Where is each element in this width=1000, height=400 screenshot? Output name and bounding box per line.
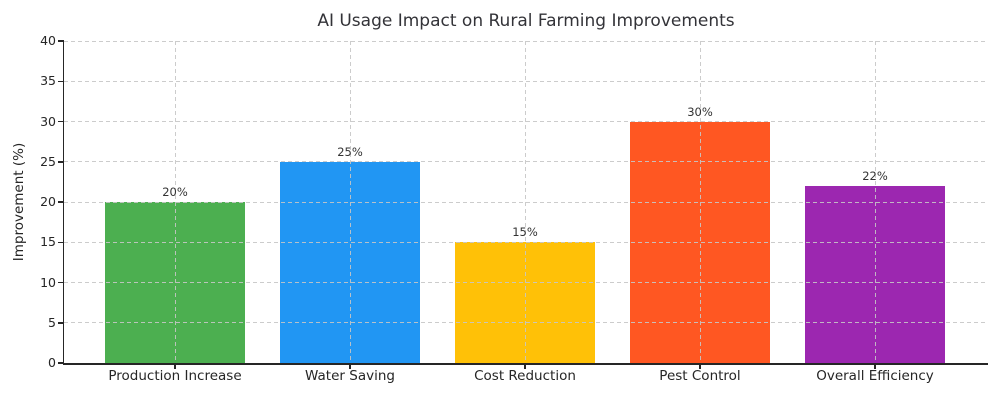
x-axis-spine [62, 363, 988, 365]
bar-value-label: 15% [512, 225, 538, 240]
x-tick-mark [349, 363, 351, 369]
y-tick-label: 30 [40, 113, 56, 129]
x-tick-label: Water Saving [305, 368, 395, 384]
y-axis-label: Improvement (%) [11, 142, 27, 262]
grid-line-horizontal [64, 282, 988, 283]
y-tick-label: 20 [40, 194, 56, 209]
x-tick-label: Production Increase [108, 368, 242, 384]
y-tick-mark [58, 201, 64, 203]
x-tick-mark [524, 363, 526, 369]
y-tick-label: 5 [48, 314, 56, 330]
grid-line-horizontal [64, 201, 988, 203]
bar-value-label: 22% [862, 168, 888, 183]
y-tick-mark [58, 322, 64, 324]
chart-title: AI Usage Impact on Rural Farming Improve… [317, 11, 735, 31]
grid-line-horizontal [64, 161, 988, 163]
grid-line-horizontal [64, 322, 988, 324]
y-tick-mark [58, 120, 64, 123]
y-tick-label: 15 [40, 234, 56, 250]
y-tick-mark [58, 40, 64, 42]
y-tick-mark [58, 80, 64, 82]
y-tick-label: 10 [40, 274, 56, 290]
y-tick-mark [58, 161, 64, 163]
x-tick-mark [699, 363, 701, 369]
grid-line-horizontal [64, 80, 988, 82]
y-tick-label: 25 [40, 153, 56, 169]
x-tick-mark [874, 363, 876, 369]
y-tick-label: 0 [48, 355, 56, 370]
grid-line-horizontal [64, 121, 988, 122]
bar-value-label: 20% [162, 185, 188, 199]
y-tick-label: 40 [40, 33, 56, 48]
y-tick-mark [58, 362, 64, 364]
x-tick-label: Pest Control [659, 368, 741, 384]
x-tick-label: Cost Reduction [474, 368, 576, 384]
bar-value-label: 30% [687, 104, 713, 119]
x-tick-label: Overall Efficiency [816, 368, 934, 384]
grid-line-horizontal [64, 40, 988, 42]
y-tick-mark [58, 281, 64, 284]
x-tick-mark [174, 363, 176, 369]
bar-value-label: 25% [337, 144, 363, 159]
y-axis-spine [62, 41, 64, 365]
y-tick-label: 35 [40, 73, 56, 89]
y-tick-mark [58, 241, 64, 243]
grid-line-horizontal [64, 241, 988, 243]
